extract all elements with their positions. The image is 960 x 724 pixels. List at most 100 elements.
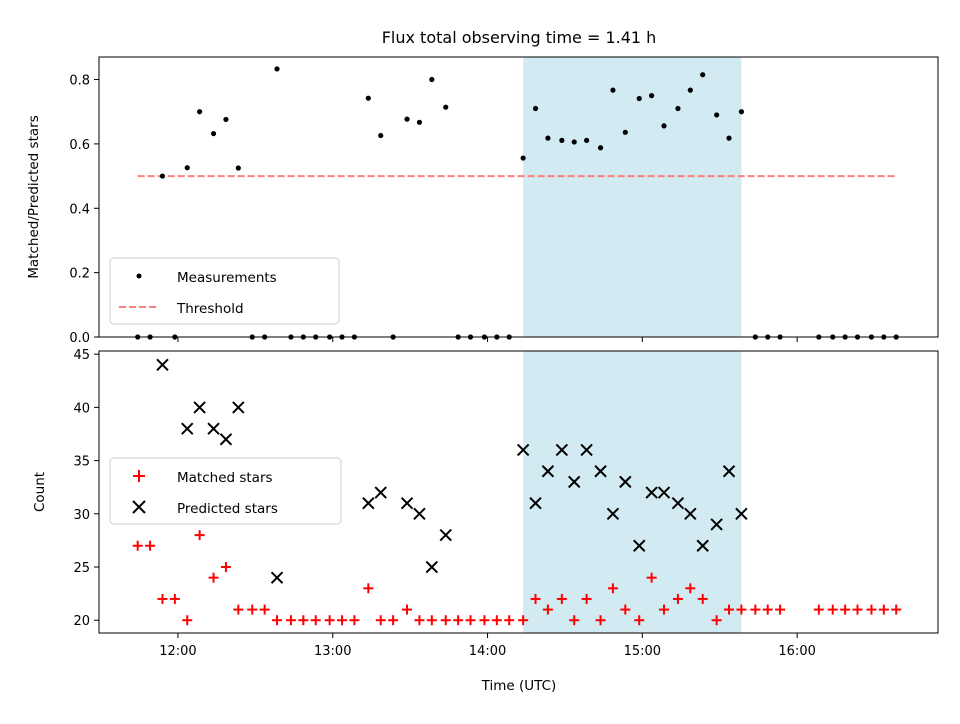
matched-star-point [620,604,631,615]
matched-star-point [375,615,386,626]
predicted-x-b [193,401,206,414]
legend-predicted-label: Predicted stars [177,501,278,517]
bottom-axes-frame [98,350,939,634]
bottom-y-axis-label: Count [32,472,48,512]
matched-stars-points [132,530,902,626]
matched-star-point [426,615,437,626]
measurement-point [416,119,423,125]
predicted-x-b [606,507,620,521]
matched-star-point [569,615,580,626]
bottom-legend-box [109,457,342,525]
x-axis-label: Time (UTC) [481,678,557,694]
predicted-star-point [374,486,387,499]
top-panel: 0.00.20.40.60.8 Matched/Predicted stars … [26,56,939,346]
matched-star-point [285,615,296,626]
predicted-star-point [516,443,530,457]
matched-star-point [672,593,683,604]
predicted-x-b [657,486,671,499]
matched-star-point [145,540,156,551]
measurement-point [597,145,604,151]
measurement-point [197,109,203,115]
matched-star-point [775,604,786,615]
measurement-point [636,95,642,102]
measurement-point [223,116,229,123]
measurement-point [532,105,539,112]
predicted-star-point [529,496,542,510]
predicted-x-b [541,465,555,478]
matched-star-point [697,593,708,604]
matched-star-point [646,572,657,583]
top-highlight-span [523,57,742,337]
predicted-x-b [156,358,169,372]
measurement-point [520,155,526,161]
top-legend: Measurements Threshold [109,257,340,325]
legend-predicted-marker [132,500,146,514]
bottom-y-tick-label: 30 [73,508,90,523]
predicted-star-point [541,465,555,478]
predicted-x-b [529,496,542,510]
predicted-star-point [645,486,658,499]
predicted-x-b [568,475,581,489]
predicted-x-b [594,465,607,478]
predicted-stars-points [156,358,748,584]
matched-star-point [711,615,722,626]
matched-star-point [440,615,451,626]
measurement-point [584,137,590,143]
predicted-star-point [722,465,736,478]
predicted-star-point [362,496,375,510]
measurement-point [365,95,371,101]
matched-star-point [310,615,321,626]
measurement-point [714,112,720,118]
predicted-x-b [633,539,646,552]
measurement-point [404,116,410,122]
predicted-star-point [619,475,632,489]
matched-star-point [324,615,335,626]
top-y-tick-label: 0.6 [69,138,90,153]
legend-measurements-marker [136,273,142,279]
measurement-point [378,132,384,139]
matched-star-point [169,593,180,604]
measurement-point [429,76,435,83]
predicted-x-b [710,518,723,531]
matched-star-point [349,615,360,626]
predicted-star-point [568,475,581,489]
matched-star-point [388,615,399,626]
measurement-point [687,87,693,93]
measurement-point [443,104,449,110]
measurement-point [610,87,616,93]
matched-star-point [607,583,618,594]
measurement-point [545,135,551,141]
matched-star-point [414,615,425,626]
legend-matched-marker [133,470,145,482]
predicted-star-point [671,496,685,510]
matched-star-point [827,604,838,615]
bottom-y-tick-label: 40 [73,401,90,416]
top-y-tick-label: 0.4 [69,202,90,217]
measurement-point [726,135,732,141]
measurement-point [738,109,745,115]
bottom-y-tick-label: 25 [73,561,90,576]
matched-star-point [157,593,168,604]
matched-star-point [298,615,309,626]
matched-star-point [750,604,761,615]
predicted-x-b [270,571,284,584]
legend-measurements-label: Measurements [177,270,277,286]
matched-star-point [659,604,670,615]
predicted-star-point [696,539,709,552]
matched-star-point [530,593,541,604]
predicted-star-point [439,528,452,542]
matched-star-point [259,604,270,615]
predicted-star-point [657,486,671,499]
matched-star-point [194,530,205,541]
matched-star-point [247,604,258,615]
predicted-star-point [594,465,607,478]
predicted-star-point [555,443,569,457]
measurement-point [559,137,565,143]
matched-star-point [220,562,231,573]
matched-star-point [337,615,348,626]
matched-star-point [402,604,413,615]
matched-star-point [878,604,889,615]
matched-star-point [891,604,902,615]
matched-star-point [132,540,143,551]
